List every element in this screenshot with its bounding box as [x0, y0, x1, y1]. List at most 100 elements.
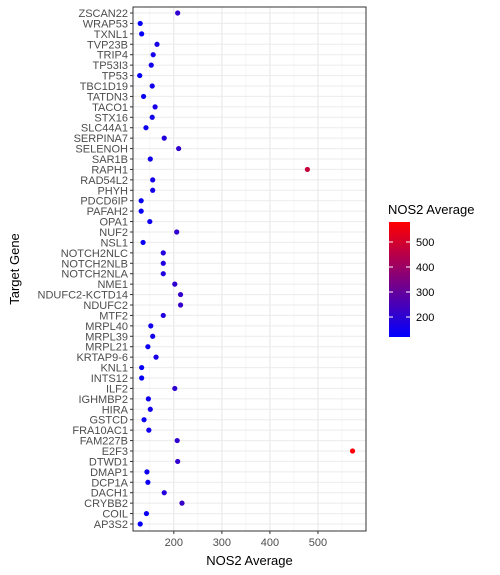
- data-point: [140, 93, 147, 100]
- y-tick-label: DCP1A: [91, 477, 128, 489]
- panel-border: [132, 6, 367, 532]
- data-point: [172, 281, 178, 287]
- y-tick-label: CRYBB2: [84, 498, 128, 510]
- data-point: [137, 20, 143, 27]
- data-point: [349, 448, 356, 454]
- data-point: [144, 469, 150, 475]
- y-tick-label: TACO1: [92, 102, 128, 114]
- y-tick-label: STX16: [94, 112, 128, 124]
- legend-colorbar: [389, 222, 410, 337]
- data-point: [140, 239, 146, 246]
- data-point: [139, 364, 145, 371]
- data-point: [176, 145, 182, 152]
- data-point: [137, 521, 143, 527]
- y-tick-label: NDUFC2-KCTD14: [38, 290, 128, 302]
- y-tick-label: DACH1: [91, 488, 128, 500]
- y-tick-label: FRA10AC1: [72, 425, 128, 437]
- y-tick-label: KRTAP9-6: [76, 352, 128, 364]
- y-tick-label: FAM227B: [80, 436, 128, 448]
- y-tick-label: RAPH1: [91, 164, 128, 176]
- y-tick-label: DMAP1: [90, 467, 128, 479]
- data-point: [147, 156, 153, 162]
- data-point: [177, 302, 184, 308]
- data-point: [175, 458, 181, 465]
- y-tick-label: TBC1D19: [80, 81, 128, 93]
- data-point: [161, 135, 167, 141]
- data-point: [143, 125, 149, 131]
- data-point: [153, 354, 159, 360]
- y-tick-label: PAFAH2: [87, 206, 128, 218]
- data-point: [304, 166, 310, 173]
- y-tick-label: TRIP4: [97, 50, 128, 62]
- y-tick-label: RAD54L2: [80, 175, 128, 187]
- legend-tick-label: 300: [416, 287, 434, 299]
- y-tick-label: SERPINA7: [74, 133, 128, 145]
- data-point: [147, 406, 153, 412]
- x-tick-label: 400: [261, 537, 279, 549]
- x-axis-title: NOS2 Average: [206, 553, 292, 568]
- y-tick-label: TP53I3: [93, 60, 128, 72]
- data-point: [174, 229, 180, 235]
- data-point: [160, 271, 166, 277]
- data-point: [175, 10, 181, 16]
- y-axis-title: Target Gene: [7, 233, 22, 305]
- data-point: [143, 510, 150, 517]
- data-point: [138, 208, 144, 214]
- y-tick-label: GSTCD: [90, 415, 129, 427]
- data-point: [179, 500, 185, 506]
- data-point: [146, 427, 152, 433]
- legend-tick-label: 400: [416, 262, 434, 274]
- data-point: [150, 187, 156, 193]
- legend-title: NOS2 Average: [388, 202, 474, 217]
- data-point: [150, 177, 156, 183]
- y-tick-label: DTWD1: [89, 456, 128, 468]
- data-point: [137, 72, 143, 79]
- data-point: [139, 31, 145, 37]
- y-tick-label: MRPL39: [85, 331, 128, 343]
- data-point: [147, 218, 153, 225]
- data-point: [154, 41, 160, 47]
- data-point: [149, 83, 155, 89]
- data-point: [149, 114, 155, 120]
- data-point: [145, 479, 151, 485]
- y-tick-label: NME1: [97, 279, 128, 291]
- data-point: [174, 437, 180, 444]
- x-tick-label: 200: [165, 537, 183, 549]
- legend-tick-label: 200: [416, 312, 434, 324]
- y-tick-label: IGHMBP2: [78, 394, 128, 406]
- y-tick-label: TVP23B: [87, 39, 128, 51]
- y-tick-label: PDCD6IP: [80, 196, 128, 208]
- y-tick-label: KNL1: [100, 363, 128, 375]
- data-point: [160, 312, 166, 319]
- y-tick-label: NUF2: [99, 227, 128, 239]
- legend-tick-label: 500: [416, 237, 434, 249]
- y-tick-label: SAR1B: [92, 154, 128, 166]
- data-point: [150, 333, 156, 339]
- data-point: [139, 375, 145, 381]
- data-point: [152, 104, 158, 110]
- data-point: [150, 52, 156, 58]
- data-point: [148, 62, 154, 68]
- y-tick-label: OPA1: [99, 217, 128, 229]
- y-tick-label: NOTCH2NLC: [61, 248, 128, 260]
- y-tick-label: WRAP53: [83, 18, 128, 30]
- data-point: [145, 344, 151, 350]
- y-tick-label: PHYH: [97, 185, 128, 197]
- y-tick-label: MRPL21: [85, 342, 128, 354]
- y-tick-label: ZSCAN22: [78, 8, 128, 20]
- y-tick-label: NOTCH2NLB: [61, 258, 128, 270]
- plot-panel: [133, 7, 366, 531]
- y-tick-label: TXNL1: [94, 29, 128, 41]
- data-point: [148, 323, 154, 329]
- data-point: [160, 260, 166, 266]
- y-tick-label: E2F3: [102, 446, 128, 458]
- y-tick-label: COIL: [102, 509, 128, 521]
- y-tick-label: INTS12: [91, 373, 128, 385]
- y-tick-label: SLC44A1: [81, 123, 128, 135]
- x-tick-label: 500: [309, 537, 327, 549]
- data-point: [145, 396, 151, 402]
- y-tick-label: AP3S2: [94, 519, 128, 531]
- data-point: [177, 291, 184, 298]
